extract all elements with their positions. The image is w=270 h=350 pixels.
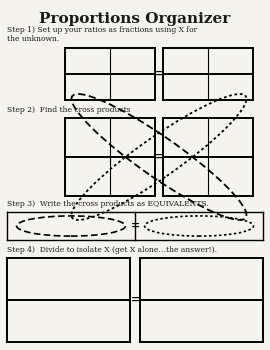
Text: =: =	[130, 294, 140, 306]
Text: =: =	[154, 152, 164, 162]
Text: Proportions Organizer: Proportions Organizer	[39, 12, 231, 26]
Text: Step 4)  Divide to isolate X (get X alone…the answer!).: Step 4) Divide to isolate X (get X alone…	[7, 246, 217, 254]
Text: Step 2)  Find the cross products: Step 2) Find the cross products	[7, 106, 131, 114]
Text: =: =	[154, 69, 164, 79]
Text: Step 3)  Write the cross products as EQUIVALENTS.: Step 3) Write the cross products as EQUI…	[7, 200, 209, 208]
Text: =: =	[130, 220, 140, 231]
Text: Step 1) Set up your ratios as fractions using X for
the unknown.: Step 1) Set up your ratios as fractions …	[7, 26, 197, 43]
